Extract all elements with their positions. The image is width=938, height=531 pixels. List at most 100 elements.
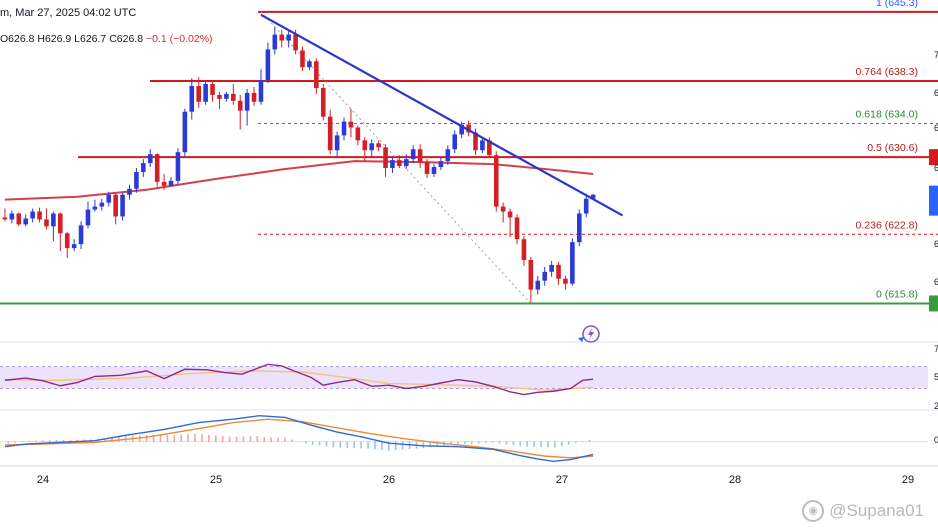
- candle-body: [376, 143, 381, 148]
- candle-body: [404, 159, 409, 167]
- candle-body: [58, 213, 63, 234]
- candle-body: [258, 80, 264, 102]
- macd-signal-line: [4, 418, 594, 459]
- macd-histogram-bar: [28, 440, 30, 443]
- macd-histogram-bar: [484, 441, 487, 444]
- moving-average-line: [4, 160, 594, 201]
- candle-body: [334, 135, 340, 151]
- candle-body: [92, 206, 98, 210]
- candle-body: [113, 194, 118, 217]
- price-axis-tick: 6: [934, 88, 938, 98]
- fib-level-label: 0.5 (630.6): [867, 142, 918, 154]
- candle-body: [64, 233, 70, 249]
- macd-histogram-bar: [477, 441, 480, 444]
- macd-histogram-bar: [187, 434, 189, 443]
- macd-histogram-bar: [547, 441, 549, 448]
- current-price-marker: [929, 185, 938, 216]
- rsi-axis-tick: 7: [934, 344, 938, 354]
- price-marker: [929, 149, 938, 166]
- candle-body: [459, 124, 464, 135]
- candle-body: [570, 242, 575, 284]
- macd-histogram-bar: [519, 441, 522, 447]
- watermark: ◉ @Supana01: [802, 500, 924, 522]
- chart-header-title: m, Mar 27, 2025 04:02 UTC: [0, 7, 137, 19]
- macd-histogram-bar: [464, 441, 466, 445]
- candle-body: [141, 163, 146, 172]
- candle-body: [224, 93, 229, 99]
- candle-body: [577, 213, 582, 243]
- macd-histogram-bar: [69, 439, 72, 443]
- candle-body: [300, 50, 305, 68]
- candle-body: [120, 194, 125, 217]
- candle-body: [514, 217, 520, 240]
- price-axis-tick: 6: [934, 239, 938, 249]
- candle-body: [445, 149, 451, 162]
- macd-histogram-bar: [505, 441, 508, 445]
- macd-histogram-bar: [311, 441, 314, 445]
- watermark-logo-icon: ◉: [802, 500, 825, 522]
- macd-histogram-bar: [21, 441, 23, 443]
- macd-histogram-bar: [291, 439, 293, 443]
- macd-histogram-bar: [159, 435, 162, 443]
- ohlc-readout: O626.8 H626.9 L626.7 C626.8 −0.1 (−0.02%…: [0, 33, 213, 45]
- macd-histogram-bar: [173, 434, 176, 443]
- candle-body: [507, 211, 513, 218]
- candle-body: [383, 147, 388, 169]
- rsi-axis-tick: 5: [934, 372, 938, 382]
- candle-body: [473, 132, 478, 151]
- watermark-text: @Supana01: [829, 501, 924, 520]
- macd-histogram-bar: [249, 436, 252, 443]
- candle-body: [147, 154, 153, 164]
- candle-body: [528, 259, 534, 290]
- macd-histogram-bar: [42, 440, 44, 443]
- candle-body: [307, 61, 312, 68]
- macd-histogram-bar: [298, 441, 300, 443]
- candle-body: [231, 93, 236, 101]
- macd-histogram-bar: [353, 441, 355, 449]
- candle-body: [286, 34, 291, 41]
- ohlc-open: O626.8: [0, 33, 35, 45]
- candle-body: [556, 264, 561, 279]
- fib-level-label: 0 (615.8): [876, 288, 918, 300]
- macd-histogram-bar: [374, 441, 376, 450]
- macd-histogram-bar: [512, 441, 515, 446]
- rsi-axis-tick: 2: [934, 401, 938, 411]
- macd-histogram-bar: [318, 441, 321, 446]
- price-axis-tick: 6: [934, 123, 938, 133]
- candle-body: [493, 155, 499, 207]
- candle-body: [168, 180, 174, 186]
- macd-line: [4, 415, 594, 462]
- time-axis-label: 28: [729, 474, 741, 486]
- ohlc-high: H626.9: [37, 33, 72, 45]
- macd-histogram-bar: [221, 436, 224, 443]
- ohlc-low: L626.7: [74, 33, 107, 45]
- macd-histogram-bar: [422, 441, 425, 449]
- macd-histogram-bar: [145, 434, 148, 443]
- candle-body: [431, 167, 437, 174]
- candle-body: [2, 217, 8, 220]
- candle-body: [348, 121, 354, 128]
- time-axis-label: 26: [383, 474, 395, 486]
- candle-body: [196, 85, 201, 102]
- candle-body: [480, 140, 485, 151]
- macd-histogram-bar: [401, 441, 404, 450]
- candle-body: [397, 160, 402, 167]
- candle-body: [161, 181, 167, 186]
- candle-body: [99, 202, 105, 207]
- candle-body: [327, 116, 333, 151]
- macd-histogram-bar: [14, 441, 16, 443]
- macd-histogram-bar: [581, 441, 584, 443]
- price-axis-tick: 7: [934, 50, 938, 60]
- candle-body: [127, 188, 132, 195]
- macd-histogram-bar: [339, 441, 342, 448]
- macd-histogram-bar: [48, 440, 51, 443]
- candle-body: [37, 211, 42, 220]
- macd-histogram-bar: [498, 441, 501, 444]
- candle-body: [542, 271, 547, 281]
- candle-body: [237, 100, 243, 111]
- macd-histogram-bar: [394, 441, 397, 451]
- candle-body: [106, 194, 112, 203]
- macd-histogram-bar: [526, 441, 528, 447]
- fib-diagonal: [260, 11, 532, 304]
- macd-histogram-bar: [588, 439, 591, 443]
